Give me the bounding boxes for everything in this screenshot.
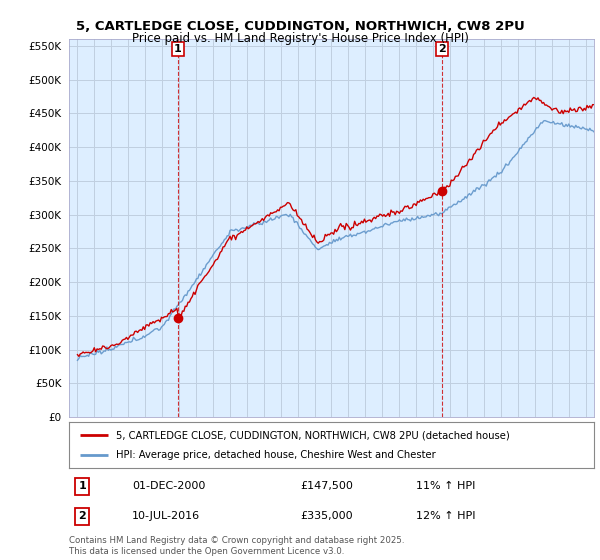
Text: 2: 2 [78, 511, 86, 521]
Text: 01-DEC-2000: 01-DEC-2000 [132, 481, 205, 491]
Text: 11% ↑ HPI: 11% ↑ HPI [415, 481, 475, 491]
Text: 10-JUL-2016: 10-JUL-2016 [132, 511, 200, 521]
Text: 12% ↑ HPI: 12% ↑ HPI [415, 511, 475, 521]
Text: Contains HM Land Registry data © Crown copyright and database right 2025.
This d: Contains HM Land Registry data © Crown c… [69, 536, 404, 556]
Text: 5, CARTLEDGE CLOSE, CUDDINGTON, NORTHWICH, CW8 2PU (detached house): 5, CARTLEDGE CLOSE, CUDDINGTON, NORTHWIC… [116, 431, 510, 441]
Text: Price paid vs. HM Land Registry's House Price Index (HPI): Price paid vs. HM Land Registry's House … [131, 32, 469, 45]
Text: £147,500: £147,500 [300, 481, 353, 491]
Text: 2: 2 [438, 44, 446, 54]
Text: 1: 1 [78, 481, 86, 491]
Text: HPI: Average price, detached house, Cheshire West and Chester: HPI: Average price, detached house, Ches… [116, 450, 436, 460]
Text: 5, CARTLEDGE CLOSE, CUDDINGTON, NORTHWICH, CW8 2PU: 5, CARTLEDGE CLOSE, CUDDINGTON, NORTHWIC… [76, 20, 524, 32]
Text: 1: 1 [174, 44, 182, 54]
Text: £335,000: £335,000 [300, 511, 353, 521]
